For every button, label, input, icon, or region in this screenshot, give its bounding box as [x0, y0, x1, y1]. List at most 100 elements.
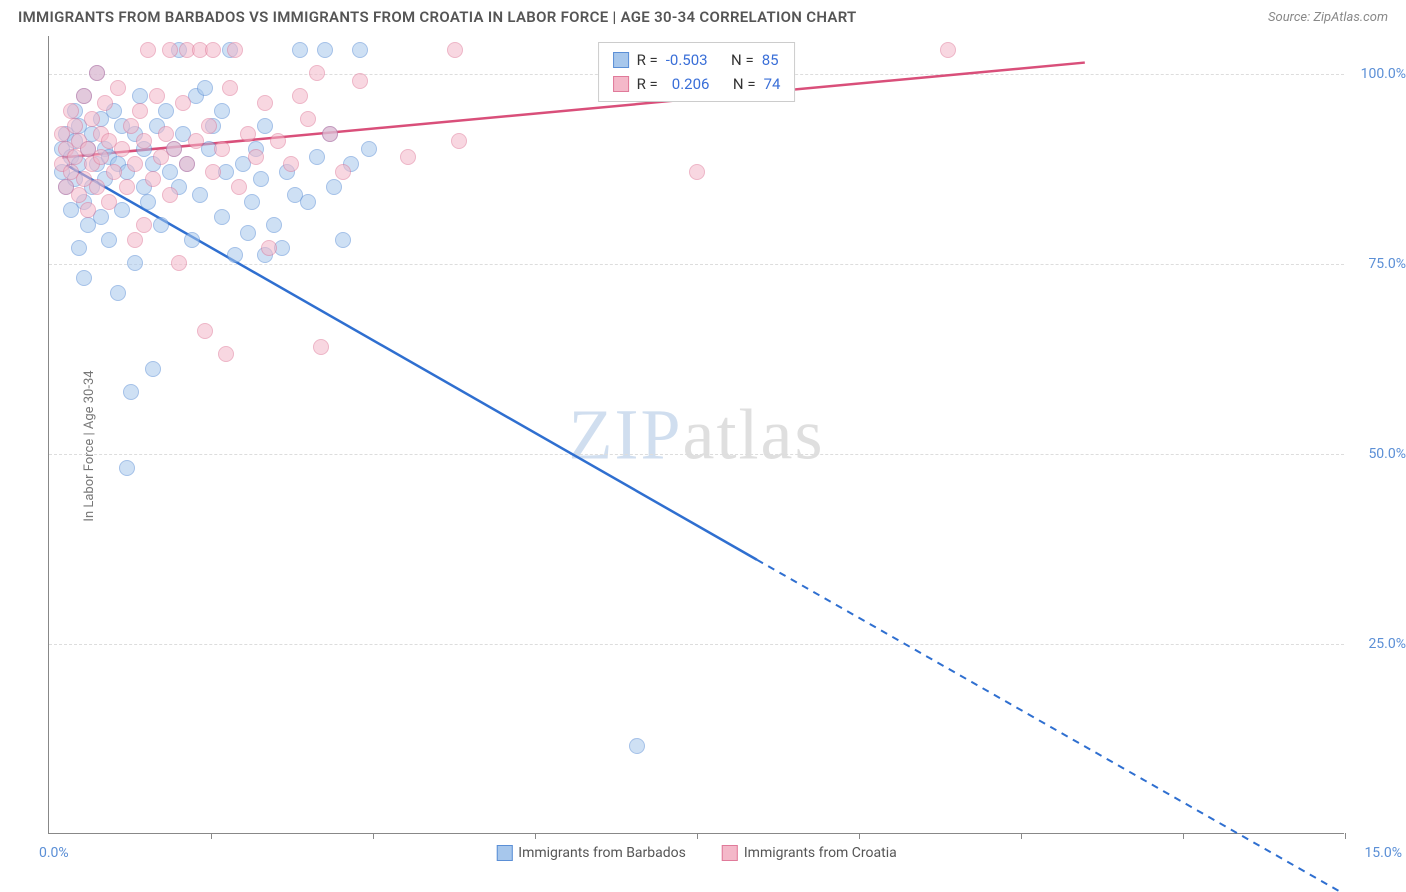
scatter-point — [253, 171, 269, 187]
gridline-h — [49, 644, 1344, 645]
scatter-point — [244, 194, 260, 210]
scatter-point — [162, 187, 178, 203]
stats-r-value-1: -0.503 — [666, 48, 708, 72]
scatter-point — [240, 126, 256, 142]
scatter-point — [110, 80, 126, 96]
scatter-point — [184, 232, 200, 248]
scatter-point — [214, 141, 230, 157]
scatter-point — [222, 80, 238, 96]
scatter-point — [940, 42, 956, 58]
scatter-point — [451, 133, 467, 149]
stats-n-value-2: 74 — [764, 72, 781, 96]
x-axis-min-label: 0.0% — [39, 845, 69, 861]
scatter-point — [335, 164, 351, 180]
scatter-point — [123, 118, 139, 134]
scatter-point — [205, 164, 221, 180]
scatter-point — [257, 95, 273, 111]
scatter-point — [162, 42, 178, 58]
scatter-point — [335, 232, 351, 248]
scatter-point — [197, 323, 213, 339]
x-axis-max-label: 15.0% — [1364, 845, 1402, 861]
stats-r-label: R = — [637, 72, 658, 96]
scatter-point — [227, 42, 243, 58]
scatter-point — [93, 149, 109, 165]
stats-swatch-1 — [613, 52, 629, 68]
scatter-point — [400, 149, 416, 165]
scatter-point — [266, 217, 282, 233]
scatter-point — [326, 179, 342, 195]
scatter-point — [192, 187, 208, 203]
stats-n-value-1: 85 — [762, 48, 779, 72]
scatter-point — [171, 255, 187, 271]
stats-r-label: R = — [637, 48, 658, 72]
scatter-point — [313, 339, 329, 355]
scatter-point — [149, 88, 165, 104]
scatter-point — [145, 361, 161, 377]
scatter-point — [322, 126, 338, 142]
scatter-point — [145, 171, 161, 187]
legend-label-1: Immigrants from Barbados — [518, 845, 686, 861]
stats-r-value-2: 0.206 — [672, 72, 710, 96]
gridline-h — [49, 264, 1344, 265]
stats-n-label: N = — [731, 48, 754, 72]
scatter-point — [300, 111, 316, 127]
x-tick — [697, 833, 698, 839]
scatter-point — [214, 103, 230, 119]
scatter-point — [179, 156, 195, 172]
scatter-point — [261, 240, 277, 256]
x-tick — [1021, 833, 1022, 839]
scatter-point — [106, 164, 122, 180]
scatter-point — [270, 133, 286, 149]
scatter-point — [240, 225, 256, 241]
scatter-point — [123, 384, 139, 400]
scatter-point — [352, 42, 368, 58]
y-tick-label: 75.0% — [1368, 256, 1406, 272]
chart-title: IMMIGRANTS FROM BARBADOS VS IMMIGRANTS F… — [18, 8, 857, 26]
watermark: ZIPatlas — [569, 393, 825, 476]
watermark-zip: ZIP — [569, 394, 683, 474]
scatter-point — [140, 42, 156, 58]
scatter-point — [166, 141, 182, 157]
scatter-point — [153, 217, 169, 233]
scatter-point — [71, 187, 87, 203]
scatter-point — [110, 285, 126, 301]
scatter-point — [214, 209, 230, 225]
scatter-point — [300, 194, 316, 210]
scatter-point — [132, 103, 148, 119]
scatter-point — [127, 255, 143, 271]
scatter-point — [71, 240, 87, 256]
scatter-point — [101, 232, 117, 248]
scatter-point — [84, 111, 100, 127]
source-value: ZipAtlas.com — [1313, 10, 1388, 25]
legend-swatch-1 — [496, 845, 512, 861]
scatter-point — [227, 247, 243, 263]
scatter-point — [361, 141, 377, 157]
scatter-point — [101, 194, 117, 210]
scatter-point — [158, 103, 174, 119]
scatter-point — [97, 95, 113, 111]
source-attribution: Source: ZipAtlas.com — [1268, 10, 1388, 25]
x-tick — [1183, 833, 1184, 839]
x-tick — [859, 833, 860, 839]
scatter-point — [89, 179, 105, 195]
correlation-stats-box: R = -0.503 N = 85 R = 0.206 N = 74 — [598, 42, 796, 102]
y-tick-label: 100.0% — [1361, 66, 1406, 82]
stats-row-series-2: R = 0.206 N = 74 — [613, 72, 781, 96]
x-tick — [211, 833, 212, 839]
source-label: Source: — [1268, 10, 1310, 25]
watermark-atlas: atlas — [683, 394, 825, 474]
plot-area: ZIPatlas 25.0%50.0%75.0%100.0% 0.0% 15.0… — [48, 36, 1344, 834]
scatter-point — [231, 179, 247, 195]
scatter-point — [63, 103, 79, 119]
scatter-point — [67, 118, 83, 134]
scatter-point — [629, 738, 645, 754]
scatter-point — [188, 133, 204, 149]
scatter-point — [205, 42, 221, 58]
scatter-point — [689, 164, 705, 180]
scatter-point — [80, 202, 96, 218]
stats-swatch-2 — [613, 76, 629, 92]
scatter-point — [158, 126, 174, 142]
scatter-point — [89, 65, 105, 81]
legend-bottom: Immigrants from Barbados Immigrants from… — [496, 845, 896, 861]
gridline-h — [49, 454, 1344, 455]
